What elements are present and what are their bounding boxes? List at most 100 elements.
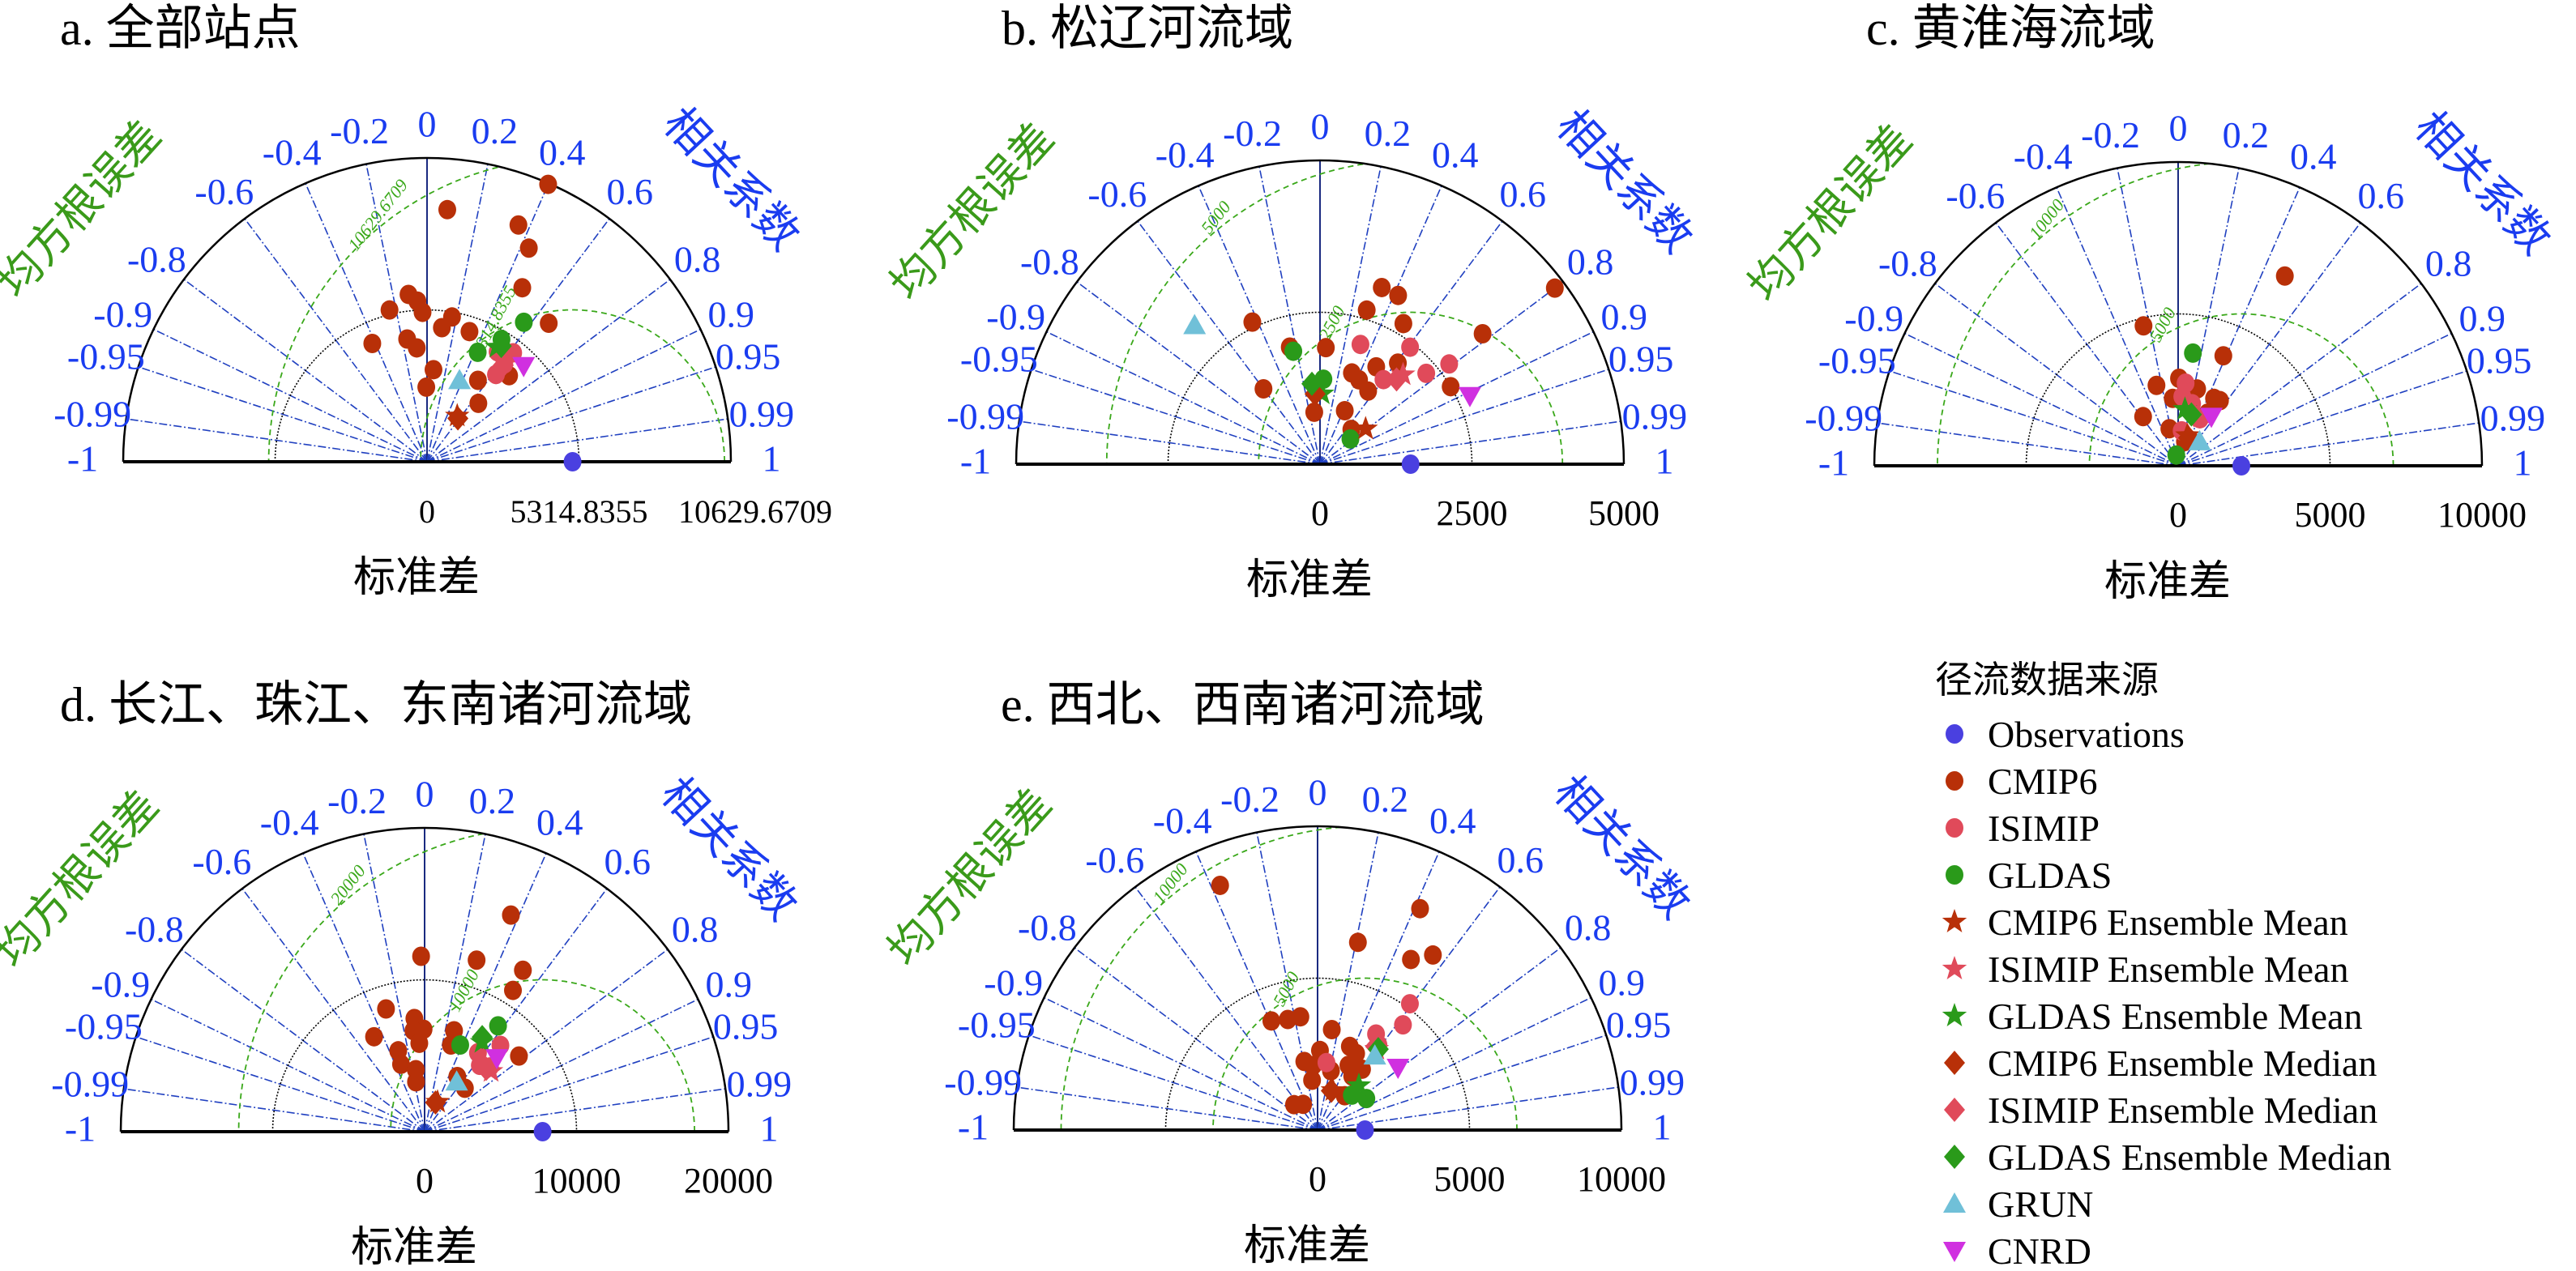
data-point-cmip6 [410,1033,429,1053]
series-isimip-ensemble-median [476,1056,498,1081]
correlation-tick-label: 0.4 [536,801,583,842]
data-point-cmip6-ensemble-median [447,406,469,431]
correlation-tick-label: -0.8 [1878,242,1937,284]
data-point-grun [448,369,472,390]
x-axis-label: 标准差 [1244,1223,1370,1269]
rmse-contour [1937,163,2210,466]
data-point-cmip6 [1357,300,1376,320]
correlation-tick-label: -0.8 [127,238,186,279]
series-isimip-ensemble-median [1386,367,1408,392]
correlation-tick-label: 0.8 [672,908,719,949]
std-tick-label: 5314.8355 [511,493,648,530]
correlation-gridline [1016,1086,1318,1131]
series-grun [1183,313,1207,335]
correlation-tick-label: 1 [1653,1107,1672,1148]
data-point-isimip [1440,354,1459,374]
data-point-cmip6-ensemble-median [425,1090,446,1115]
panel-title: b. 松辽河流域 [1002,2,1293,55]
correlation-tick-label: 0.9 [1601,296,1648,338]
outer-std-arc [1012,825,1623,1131]
data-point-cmip6 [468,370,487,390]
data-point-grun [1183,313,1207,335]
correlation-tick-label: 0.2 [469,780,516,821]
legend-label: CMIP6 [1988,761,2097,802]
correlation-tick-label: 0.95 [713,1005,779,1047]
data-point-cmip6 [1389,285,1408,305]
data-point-cmip6 [1291,1007,1309,1027]
series-grun [448,369,472,390]
series-cnrd [485,1049,509,1070]
data-point-gldas [2184,343,2202,363]
data-point-cmip6 [509,215,528,235]
legend-label: GLDAS Ensemble Median [1988,1137,2391,1178]
series-grun [445,1070,468,1091]
rmse-contour [2088,313,2394,466]
data-point-cmip6 [438,199,456,220]
correlation-tick-label: -0.95 [958,1004,1036,1045]
data-point-isimip-ensemble-mean [1391,361,1416,386]
correlation-tick-label: 0 [416,774,434,815]
data-point-grun [445,1070,468,1091]
data-point-gldas-ensemble-median [490,334,512,359]
data-point-gldas [1357,1089,1376,1109]
data-point-cnrd [485,1049,509,1070]
rmse-contour-label: 20000 [326,861,370,909]
legend-item-gldas-ensemble-mean: GLDAS Ensemble Mean [1942,996,2362,1037]
data-point-gldas [2167,445,2185,465]
std-tick-label: 0 [1311,493,1329,533]
correlation-gridline [2177,222,2361,467]
legend-item-isimip: ISIMIP [1946,808,2100,849]
correlation-tick-label: -0.6 [1946,175,2005,216]
correlation-tick-label: 0.99 [1620,1062,1685,1103]
data-point-gldas [489,1016,507,1036]
correlation-axis-label: 相关系数 [1544,767,1699,928]
correlation-gridline [424,852,547,1132]
legend-marker-circle-icon [1946,865,1963,885]
correlation-gridline [1877,422,2179,467]
x-axis-label: 标准差 [1246,557,1373,604]
correlation-gridline [426,418,728,463]
legend: 径流数据来源 Observations CMIP6 ISIMIP GLDAS CMIP6… [1935,659,2391,1271]
data-point-cmip6-ensemble-mean [1353,416,1378,440]
data-point-cmip6 [408,338,426,358]
data-point-cmip6 [1373,277,1391,297]
rmse-contour-label: 5000 [1269,968,1304,1009]
outer-std-arc [122,156,733,463]
series-gldas [451,1016,507,1055]
correlation-tick-label: 0.4 [1432,134,1479,175]
data-point-cmip6 [2275,266,2294,286]
correlation-tick-label: 0.4 [2290,135,2337,177]
data-point-isimip [1400,994,1419,1014]
correlation-tick-label: 0.2 [1362,778,1409,820]
data-point-cmip6 [2134,316,2153,336]
legend-marker-star-icon [1942,1003,1967,1026]
legend-marker-diamond-icon [1944,1145,1965,1169]
data-point-cnrd [2200,407,2224,429]
correlation-tick-label: 0.6 [1497,839,1544,881]
rmse-contour [1060,826,1342,1130]
correlation-tick-label: -0.95 [67,335,145,377]
correlation-gridline [1319,420,1621,465]
correlation-tick-label: 0.95 [716,335,781,377]
correlation-gridline [424,1088,726,1132]
outer-std-arc [1873,160,2484,467]
series-cnrd [1386,1058,1410,1079]
legend-label: GRUN [1988,1184,2093,1225]
data-point-observations [1356,1120,1374,1140]
correlation-gridline [2177,422,2480,467]
data-point-isimip-ensemble-median [476,1056,498,1081]
correlation-tick-label: -0.9 [986,296,1045,338]
data-point-cmip6 [519,238,538,258]
legend-label: ISIMIP Ensemble Median [1988,1090,2377,1131]
data-point-cmip6 [1243,312,1262,332]
correlation-gridline [126,418,428,463]
std-tick-label: 5000 [2295,495,2366,535]
series-isimip-ensemble-mean [1391,361,1416,386]
rmse-contour [420,309,725,462]
series-cmip6 [1243,277,1564,440]
data-point-cmip6 [468,950,486,970]
series-isimip [1351,335,1459,390]
std-tick-label: 0 [1309,1159,1326,1199]
data-point-cmip6 [460,322,479,342]
